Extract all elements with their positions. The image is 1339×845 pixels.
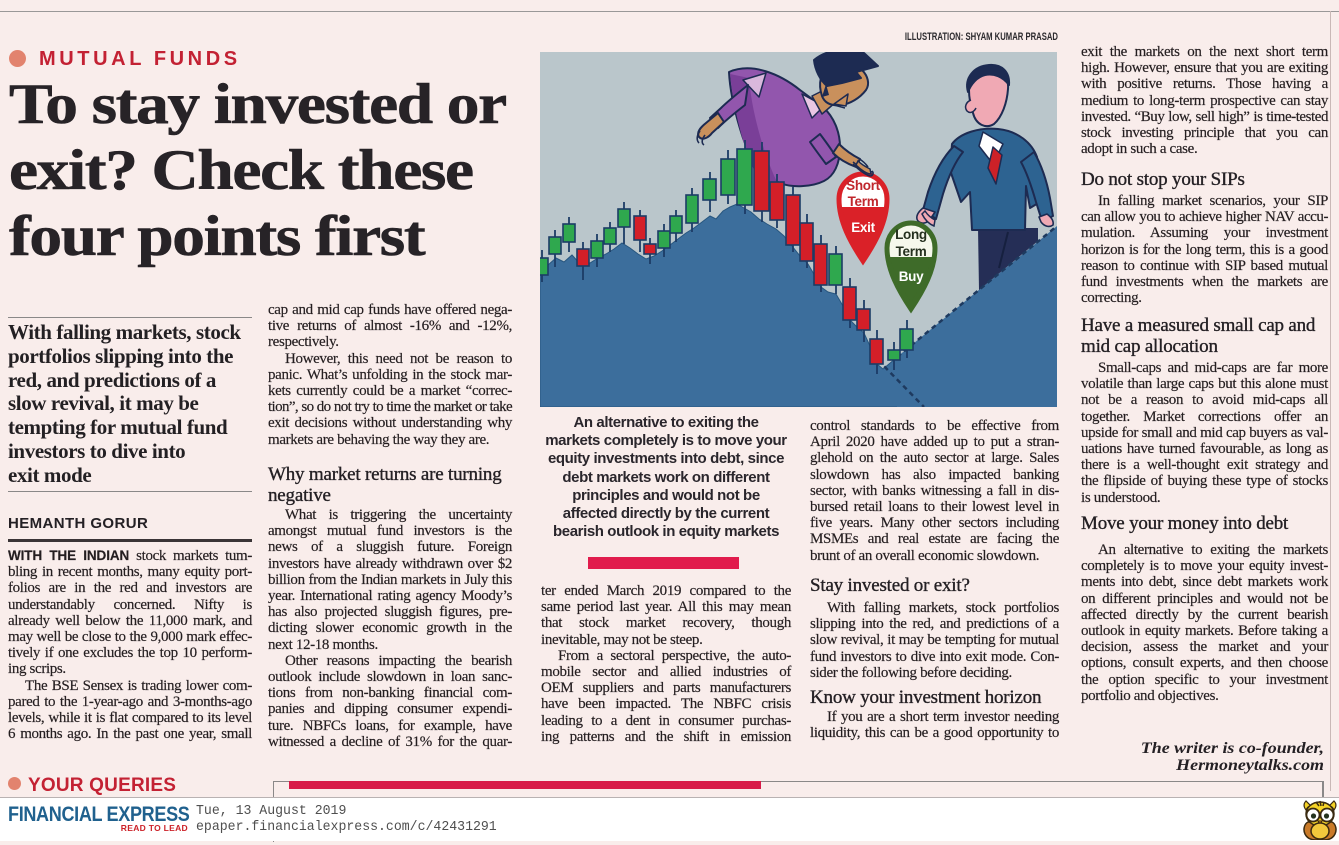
svg-text:Long: Long xyxy=(895,227,927,242)
svg-text:Term: Term xyxy=(896,244,927,259)
svg-text:Short: Short xyxy=(846,178,881,193)
svg-text:Term: Term xyxy=(848,194,879,209)
svg-text:Buy: Buy xyxy=(899,269,924,284)
svg-text:Exit: Exit xyxy=(851,220,875,235)
